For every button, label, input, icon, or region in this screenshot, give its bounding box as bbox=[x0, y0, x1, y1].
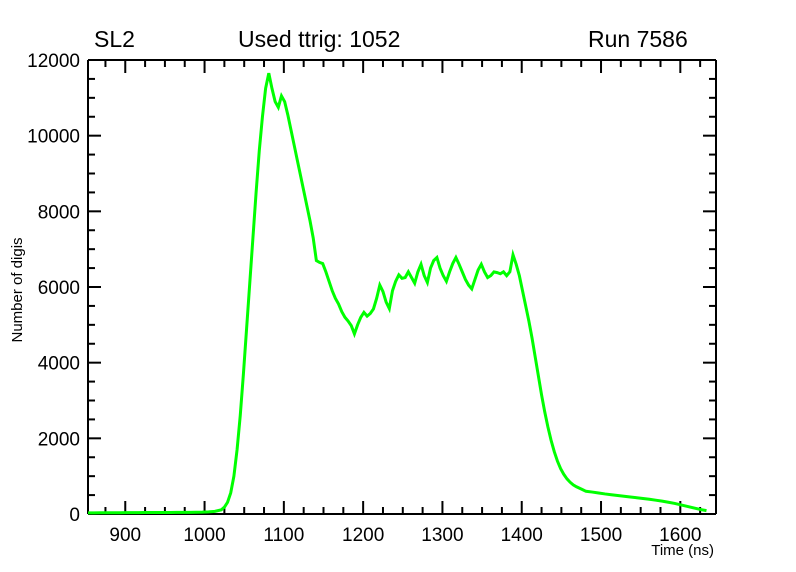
x-axis-tick-labels: 900 1000 1100 1200 1300 1400 1500 1600 bbox=[109, 525, 701, 546]
x-tick-label: 1400 bbox=[501, 525, 543, 546]
y-tick-label: 8000 bbox=[38, 202, 80, 223]
series-line-0 bbox=[88, 72, 707, 515]
y-tick-label: 12000 bbox=[27, 51, 80, 72]
x-tick-label: 900 bbox=[109, 525, 141, 546]
x-tick-label: 1100 bbox=[263, 525, 304, 546]
y-axis-title: Number of digis bbox=[9, 237, 26, 342]
y-tick-label: 6000 bbox=[38, 278, 80, 299]
x-tick-label: 1000 bbox=[183, 525, 225, 546]
title-ttrig: Used ttrig: 1052 bbox=[238, 26, 401, 52]
x-tick-label: 1200 bbox=[342, 525, 384, 546]
y-axis-tick-labels: 0 2000 4000 6000 8000 10000 12000 bbox=[27, 51, 80, 526]
y-axis-ticks bbox=[88, 59, 716, 515]
title-run: Run 7586 bbox=[588, 26, 688, 52]
title-superlayer: SL2 bbox=[94, 26, 135, 52]
y-tick-label: 4000 bbox=[38, 354, 80, 375]
data-series-group bbox=[88, 72, 707, 515]
y-tick-label: 2000 bbox=[38, 429, 80, 450]
x-tick-label: 1300 bbox=[421, 525, 463, 546]
x-tick-label: 1600 bbox=[659, 525, 701, 546]
y-tick-label: 0 bbox=[69, 505, 80, 526]
y-tick-label: 10000 bbox=[27, 127, 80, 148]
x-tick-label: 1500 bbox=[580, 525, 622, 546]
x-axis-ticks bbox=[104, 60, 702, 514]
x-axis-title: Time (ns) bbox=[651, 542, 714, 559]
plot-frame bbox=[87, 59, 717, 515]
